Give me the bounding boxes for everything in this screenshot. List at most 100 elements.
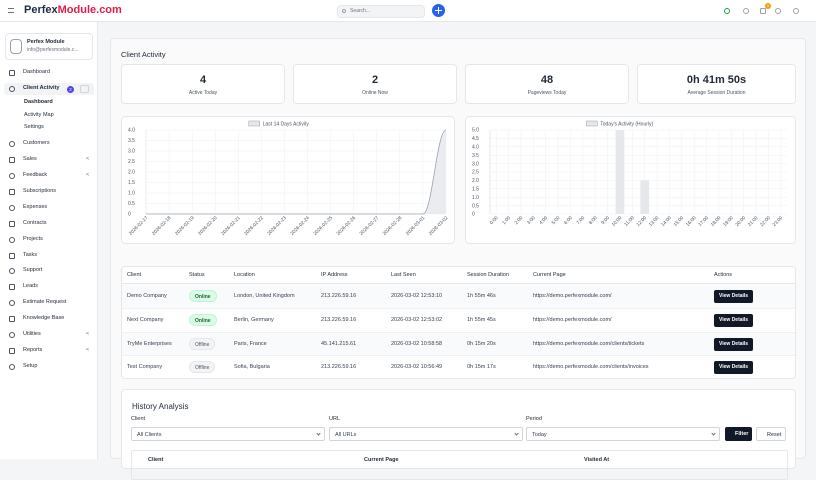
menu-icon	[9, 268, 15, 274]
select-caret	[316, 431, 321, 436]
view-details-button[interactable]: View Details	[714, 338, 754, 351]
y-tick-label: 0	[472, 212, 475, 218]
status-badge: Online	[189, 290, 217, 302]
page-title: Client Activity	[121, 50, 166, 59]
logo-text: Perfex	[24, 4, 58, 16]
filter-select[interactable]: Today	[526, 427, 720, 441]
x-tick-label: 2026-02-18	[151, 215, 173, 237]
reset-button[interactable]: Reset	[756, 427, 787, 441]
menu-item[interactable]: Subscriptions	[23, 188, 57, 194]
menu-collapse[interactable]	[80, 85, 89, 93]
menu-item[interactable]: Support	[23, 267, 43, 273]
table-cell: Sofia, Bulgaria	[234, 364, 270, 370]
profile-name: Perfex Module	[27, 39, 65, 45]
menu-icon	[9, 284, 15, 290]
submenu-item[interactable]: Activity Map	[24, 112, 54, 118]
menu-item[interactable]: Knowledge Base	[23, 315, 65, 321]
history-title: History Analysis	[132, 402, 189, 411]
table-header: IP Address	[321, 272, 348, 278]
menu-icon	[9, 221, 15, 227]
add-button[interactable]	[432, 4, 445, 17]
menu-icon	[9, 316, 15, 322]
header-icon[interactable]	[724, 8, 730, 14]
menu-item[interactable]: Tasks	[23, 252, 38, 258]
view-details-button[interactable]: View Details	[714, 314, 754, 327]
menu-icon	[9, 237, 15, 243]
header-icon[interactable]	[743, 8, 749, 14]
header-icon[interactable]	[760, 8, 766, 14]
y-tick-label: 3.0	[128, 149, 135, 155]
menu-item[interactable]: Reports	[23, 347, 43, 353]
filter-select[interactable]: All Clients	[131, 427, 325, 441]
menu-item[interactable]: Utilities	[23, 331, 41, 337]
x-tick-label: 2026-02-17	[128, 215, 150, 237]
menu-item[interactable]: Setup	[23, 363, 38, 369]
menu-chevron: <	[86, 331, 90, 337]
table-cell: 0h 15m 20s	[467, 341, 496, 347]
x-tick-label: 2026-02-24	[289, 215, 311, 237]
select-value: All Clients	[137, 432, 162, 438]
profile-card[interactable]: Perfex Module info@perfexmodule.c...	[5, 33, 93, 60]
header-icon[interactable]	[775, 8, 781, 14]
menu-item[interactable]: Sales	[23, 156, 37, 162]
table-cell: 213.226.59.16	[321, 364, 357, 370]
legend-label: Last 14 Days Activity	[263, 122, 310, 128]
y-tick-label: 0.5	[128, 201, 135, 207]
menu-item[interactable]: Estimate Request	[23, 299, 67, 305]
table-cell: 2026-03-02 12:53:10	[391, 293, 443, 299]
menu-icon	[9, 348, 15, 354]
chart-card: Last 14 Days Activity 0 0.5 1.0 1.5 2.0 2.5 3.0…	[121, 116, 455, 244]
top-bar: PerfexModule.com Search... 1	[0, 0, 816, 22]
header-icon[interactable]	[793, 8, 799, 14]
menu-item[interactable]: Feedback	[23, 172, 48, 178]
submenu-item[interactable]: Dashboard	[24, 99, 53, 105]
filter-button[interactable]: Filter	[725, 427, 753, 441]
x-tick-label: 2026-02-27	[359, 215, 381, 237]
y-tick-label: 0	[128, 212, 131, 218]
logo[interactable]: PerfexModule.com	[24, 4, 122, 16]
table-cell: https://demo.perfexmodule.com/	[533, 293, 612, 299]
menu-item[interactable]: Customers	[23, 140, 50, 146]
menu-item[interactable]: Client Activity	[23, 85, 60, 91]
table-cell: London, United Kingdom	[234, 293, 295, 299]
menu-toggle[interactable]	[8, 8, 14, 13]
table-cell: 2026-03-02 10:56:49	[391, 364, 443, 370]
view-details-button[interactable]: View Details	[714, 361, 754, 374]
y-tick-label: 1.5	[472, 187, 479, 193]
search-box[interactable]: Search...	[337, 5, 425, 18]
menu-icon	[9, 253, 15, 259]
menu-item[interactable]: Dashboard	[23, 69, 50, 75]
legend-swatch	[586, 120, 598, 127]
x-tick-label: 5:00	[551, 215, 562, 226]
stat-card: 48 Pageviews Today	[465, 64, 629, 104]
stat-value: 0h 41m 50s	[686, 74, 747, 86]
menu-icon	[9, 332, 15, 338]
table-header: Last Seen	[391, 272, 416, 278]
x-tick-label: 19:00	[722, 215, 735, 228]
table-cell: Berlin, Germany	[234, 317, 274, 323]
menu-item[interactable]: Projects	[23, 236, 43, 242]
filter-select[interactable]: All URLs	[329, 427, 523, 441]
view-details-button[interactable]: View Details	[714, 290, 754, 303]
chart: Today's Activity (Hourly) 0 0.5 1.0 1.5 2.0 2.…	[472, 120, 787, 228]
search-placeholder: Search...	[350, 8, 371, 14]
menu-item[interactable]: Contracts	[23, 220, 47, 226]
submenu-item[interactable]: Settings	[24, 124, 44, 130]
stat-value: 2	[371, 74, 379, 86]
line	[145, 129, 447, 215]
x-tick-label: 7:00	[575, 215, 586, 226]
x-tick-label: 2026-02-22	[243, 215, 265, 237]
x-tick-label: 2:00	[514, 215, 525, 226]
stat-card: 2 Online Now	[293, 64, 457, 104]
menu-icon	[9, 205, 15, 211]
table-header: Location	[234, 272, 255, 278]
menu-item[interactable]: Expenses	[23, 204, 48, 210]
menu-icon	[9, 157, 15, 163]
table-cell: 45.141.215.61	[321, 341, 357, 347]
notification-badge: 1	[765, 3, 771, 9]
x-tick-label: 12:00	[635, 215, 648, 228]
table-header: Current Page	[364, 457, 399, 463]
menu-item[interactable]: Leads	[23, 283, 38, 289]
x-tick-label: 2026-02-26	[336, 215, 358, 237]
